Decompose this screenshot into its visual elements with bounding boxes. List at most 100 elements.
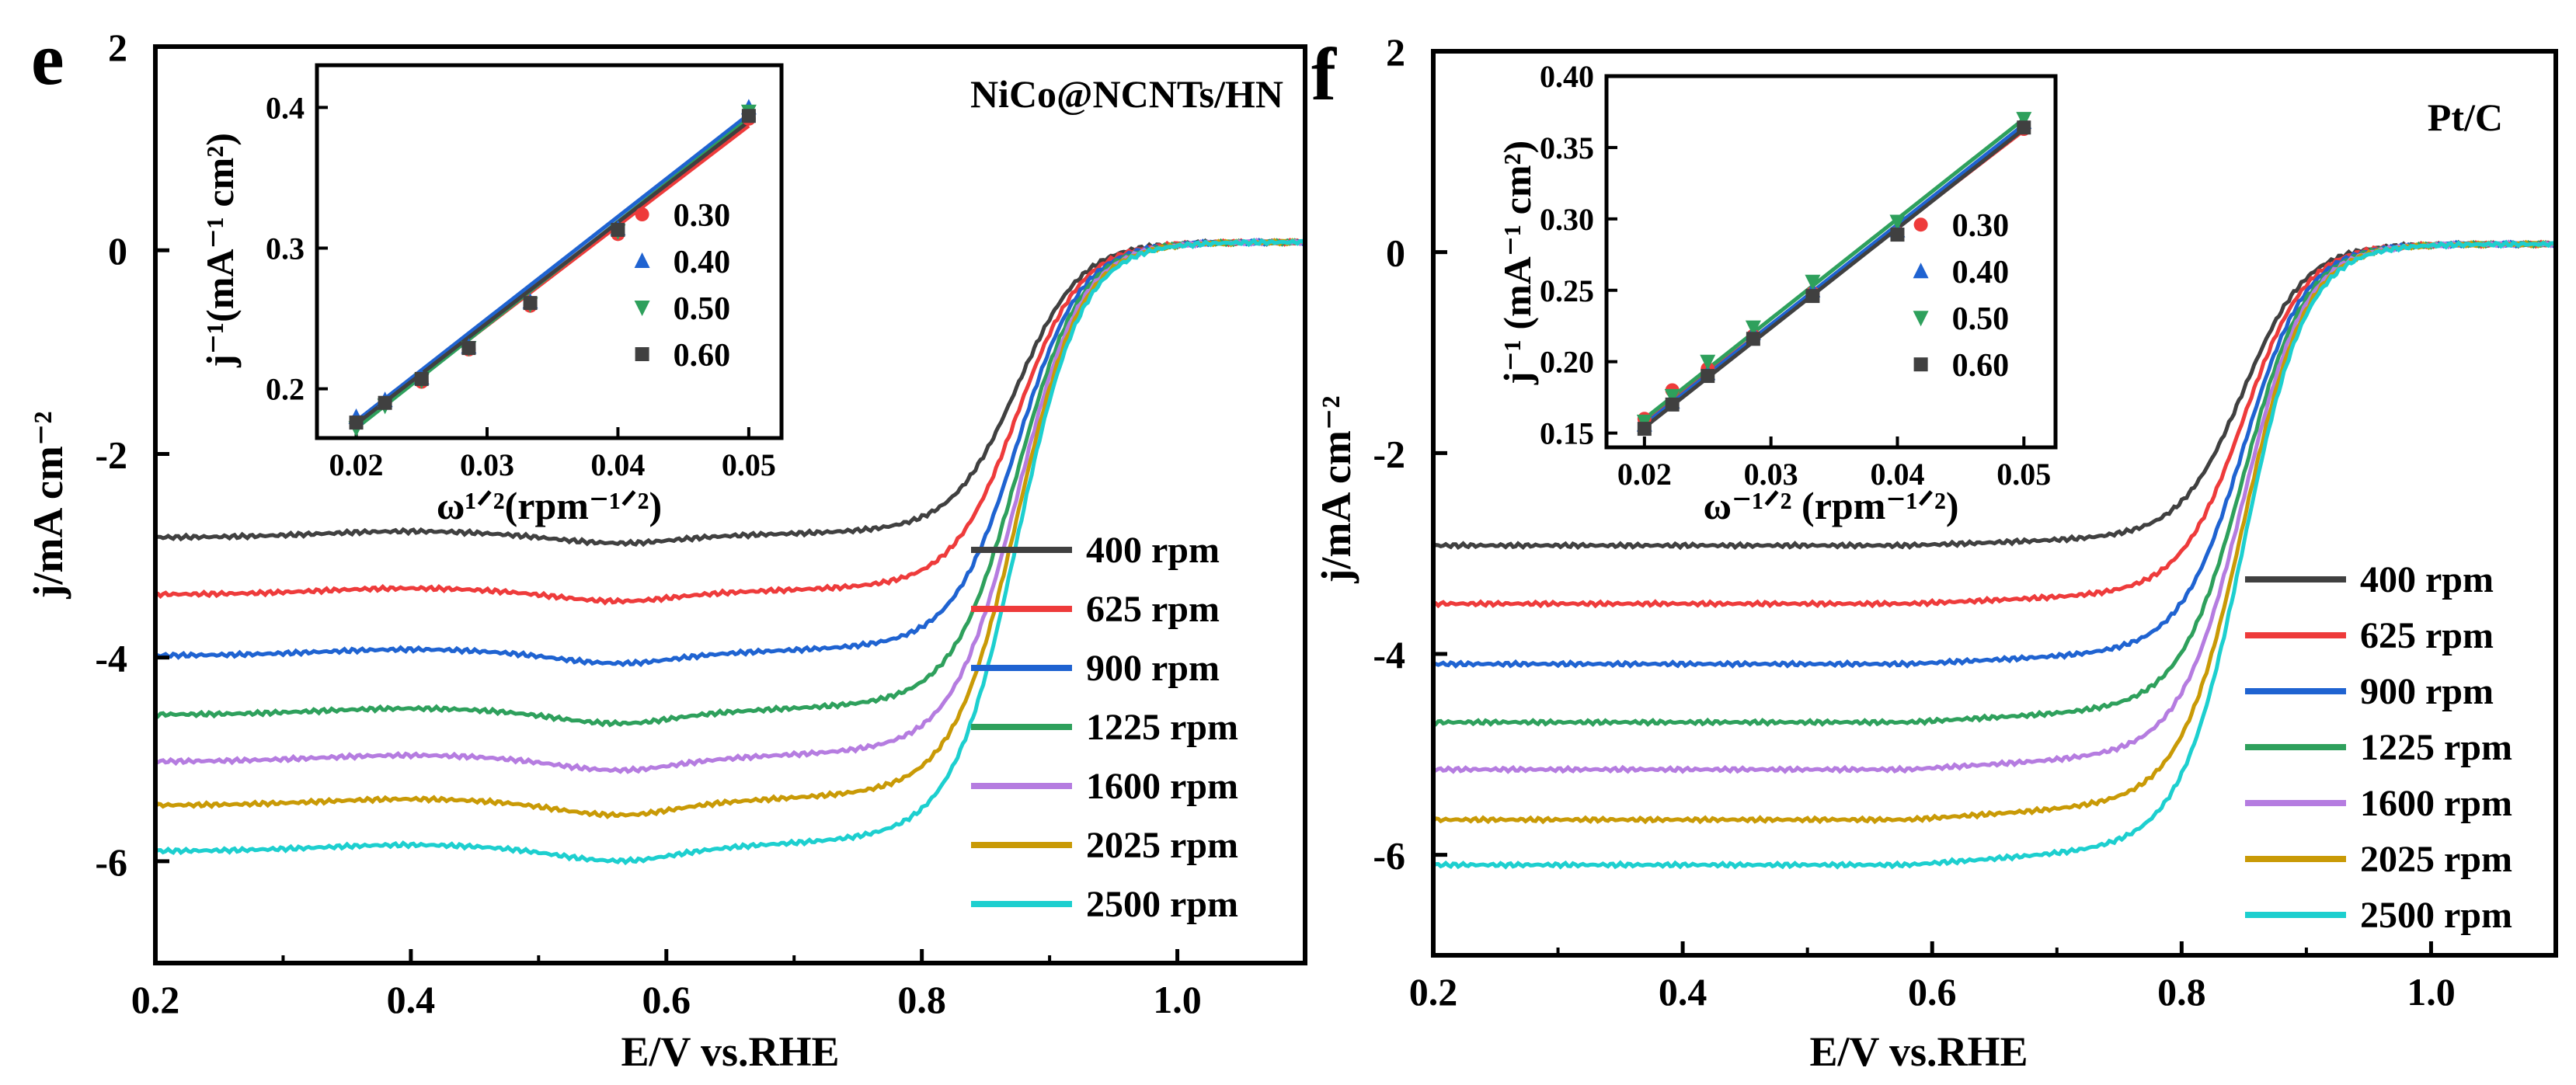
- axes-group: 0.2 0.4 0.6 0.8 1.0 -6 -4 -2 0 2: [1373, 30, 2455, 1014]
- legend-label: 2025 rpm: [1086, 825, 1238, 866]
- series-line-2500-rpm: [1432, 239, 2557, 870]
- inset-point-0.60: [611, 222, 625, 237]
- inset-point-0.60: [1637, 422, 1652, 436]
- legend-label: 2500 rpm: [2360, 895, 2512, 936]
- inset-y-tick-label: 0.3: [266, 231, 305, 266]
- inset-x-label: ω¹ᐟ²(rpm⁻¹ᐟ²): [437, 484, 662, 527]
- inset-y-label: j⁻¹(mA⁻¹ cm²): [198, 133, 242, 368]
- x-tick-label: 0.6: [1908, 970, 1957, 1014]
- inset-y-tick-label: 0.25: [1540, 273, 1594, 308]
- x-axis-label: E/V vs.RHE: [621, 1028, 839, 1075]
- legend-label: 400 rpm: [1086, 530, 1220, 571]
- inset-point-0.60: [1805, 289, 1820, 304]
- inset-legend-marker: [635, 207, 649, 221]
- y-tick-label: 0: [108, 229, 127, 273]
- inset-x-tick-label: 0.02: [329, 447, 384, 482]
- legend-label: 400 rpm: [2360, 559, 2494, 600]
- inset-x-tick-label: 0.04: [590, 447, 645, 482]
- x-tick-label: 0.6: [642, 978, 691, 1021]
- legend: 400 rpm 625 rpm 900 rpm 1225 rpm 1600 rpm 202…: [2245, 559, 2512, 936]
- inset-background: [317, 65, 782, 438]
- y-tick-label: -4: [1373, 633, 1405, 676]
- x-tick-label: 0.4: [387, 978, 436, 1021]
- x-tick-label: 0.4: [1659, 970, 1707, 1014]
- x-tick-label: 0.8: [2157, 970, 2206, 1014]
- chart-title: Pt/C: [2428, 96, 2503, 139]
- inset-point-0.50: [1745, 320, 1761, 336]
- legend-label: 2500 rpm: [1086, 884, 1238, 925]
- inset-x-tick-label: 0.05: [722, 447, 776, 482]
- legend-label: 900 rpm: [2360, 671, 2494, 712]
- inset-legend-label: 0.60: [674, 338, 731, 374]
- inset-y-tick-label: 0.4: [266, 90, 305, 125]
- y-tick-label: -2: [1373, 432, 1405, 475]
- legend-label: 1225 rpm: [1086, 707, 1238, 748]
- series-line-400-rpm: [155, 238, 1307, 548]
- inset-point-0.60: [741, 109, 756, 123]
- inset-legend-label: 0.40: [674, 245, 731, 280]
- inset-point-0.50: [1805, 274, 1821, 290]
- inset-y-tick-label: 0.15: [1540, 416, 1594, 451]
- chart-title: NiCo@NCNTs/HN: [970, 72, 1283, 116]
- x-tick-label: 0.8: [897, 978, 946, 1021]
- series-line-2025-rpm: [1432, 239, 2557, 825]
- y-tick-label: -6: [1373, 834, 1405, 878]
- y-tick-label: 0: [1386, 231, 1405, 275]
- inset-x-tick-label: 0.02: [1617, 457, 1672, 492]
- series-line-2025-rpm: [154, 238, 1307, 819]
- inset-legend-label: 0.50: [674, 291, 731, 327]
- inset-legend-marker: [1913, 217, 1928, 232]
- inset-legend-marker: [1913, 311, 1929, 327]
- inset-frame: [1604, 74, 2058, 450]
- legend-label: 900 rpm: [1086, 648, 1220, 689]
- inset-legend-marker: [634, 252, 650, 268]
- inset-chart: 0.02 0.03 0.04 0.05 0.2 0.3 0.4 0.30 0.40 0.50 0.6…: [198, 63, 784, 527]
- inset-y-tick-label: 0.2: [266, 372, 305, 407]
- inset-point-0.50: [1700, 354, 1716, 370]
- inset-y-label: j⁻¹ (mA⁻¹ cm²): [1495, 141, 1539, 385]
- inset-legend-label: 0.40: [1952, 255, 2010, 290]
- x-tick-label: 1.0: [1153, 978, 1202, 1021]
- plot-frame: [1431, 49, 2558, 958]
- panel-f: f 0.2 0.4 0.6 0.8 1.0 -6 -4 -2 0 2 Pt/C E/V vs.RH…: [1311, 30, 2558, 1075]
- inset-content: 0.02 0.03 0.04 0.05 0.2 0.3 0.4 0.30 0.40 0.50 0.6…: [266, 90, 776, 482]
- panel-letter: f: [1311, 33, 1337, 116]
- inset-legend-label: 0.60: [1952, 348, 2010, 384]
- inset-legend-label: 0.30: [674, 198, 731, 234]
- x-tick-label: 0.2: [131, 978, 180, 1021]
- inset-point-0.60: [349, 416, 364, 430]
- inset-background: [1607, 76, 2056, 447]
- series-line-2500-rpm: [154, 238, 1307, 866]
- legend-label: 2025 rpm: [2360, 839, 2512, 880]
- inset-point-0.60: [378, 395, 392, 410]
- panel-e: e 0.2 0.4 0.6 0.8 1.0-6-4-202 NiCo@NCNTs/HN …: [25, 17, 1307, 1075]
- inset-point-0.60: [461, 341, 476, 356]
- legend-label: 625 rpm: [1086, 589, 1220, 630]
- inset-point-0.60: [1665, 397, 1680, 412]
- inset-y-tick-label: 0.30: [1540, 202, 1594, 237]
- inset-legend-marker: [634, 301, 650, 316]
- x-tick-label: 0.2: [1409, 970, 1458, 1014]
- inset-point-0.60: [1701, 369, 1715, 384]
- inset-content: 0.02 0.03 0.04 0.05 0.15 0.20 0.25 0.30 0.35 0.40…: [1540, 59, 2051, 492]
- inset-legend-marker: [1913, 263, 1929, 279]
- inset-legend-marker: [635, 347, 649, 361]
- y-axis-label: j/mA cm⁻²: [1313, 395, 1359, 583]
- inset-point-0.60: [2017, 120, 2031, 135]
- inset-y-tick-label: 0.20: [1540, 345, 1594, 380]
- inset-x-label: ω⁻¹ᐟ² (rpm⁻¹ᐟ²): [1703, 484, 1958, 527]
- legend-label: 1600 rpm: [1086, 766, 1238, 807]
- axes-group: 0.2 0.4 0.6 0.8 1.0 -6 -4 -2 0 2: [95, 26, 1201, 1021]
- legend-label: 625 rpm: [2360, 615, 2494, 656]
- inset-y-tick-label: 0.40: [1540, 59, 1594, 94]
- curves-group: [1432, 239, 2557, 870]
- inset-y-tick-label: 0.35: [1540, 130, 1594, 165]
- inset-legend-label: 0.50: [1952, 301, 2010, 337]
- x-axis-label: E/V vs.RHE: [1809, 1028, 2028, 1075]
- inset-point-0.50: [1664, 388, 1680, 405]
- y-tick-label: 2: [108, 26, 127, 69]
- panel-letter: e: [31, 17, 64, 100]
- inset-chart: 0.02 0.03 0.04 0.05 0.15 0.20 0.25 0.30 0.35 0.40…: [1495, 59, 2058, 527]
- y-tick-label: -2: [95, 433, 127, 476]
